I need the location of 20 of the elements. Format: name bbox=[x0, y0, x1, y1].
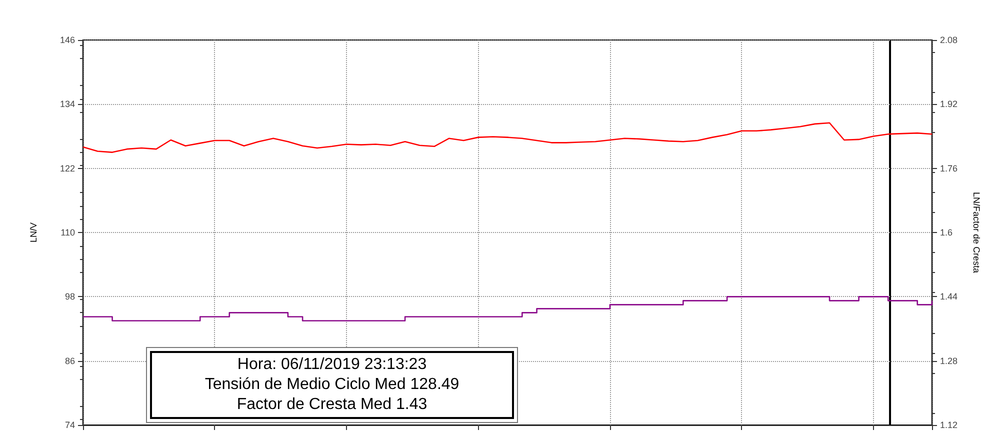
y2-tick-label: 2.08 bbox=[940, 35, 958, 45]
y2-tick-label: 1.28 bbox=[940, 356, 958, 366]
y2-tick-label: 1.12 bbox=[940, 420, 958, 430]
y-tick-label: 122 bbox=[60, 163, 75, 174]
annotation: Hora: 06/11/2019 23:13:23 bbox=[236, 355, 428, 375]
y2-tick-label: 1.44 bbox=[940, 292, 958, 302]
y2-axis-title: LN/Factor de Cresta bbox=[972, 192, 982, 274]
y-tick-label: 110 bbox=[60, 228, 75, 238]
line-series bbox=[82, 122, 933, 153]
y-tick-label: 134 bbox=[60, 99, 75, 110]
y2-tick-label: 1.76 bbox=[940, 163, 958, 174]
y-tick-label: 74 bbox=[64, 420, 75, 430]
y2-tick-label: 1.92 bbox=[940, 99, 958, 110]
y2-tick-label: 1.6 bbox=[940, 228, 953, 238]
y-tick-label: 86 bbox=[64, 356, 75, 366]
y-axis-title: LN/V bbox=[28, 222, 38, 243]
annotation: Factor de Cresta Med 1.43 bbox=[236, 395, 428, 415]
y-tick-label: 146 bbox=[60, 35, 75, 45]
annotation: Tensión de Medio Ciclo Med 128.49 bbox=[204, 375, 460, 395]
y-tick-label: 98 bbox=[64, 292, 75, 302]
